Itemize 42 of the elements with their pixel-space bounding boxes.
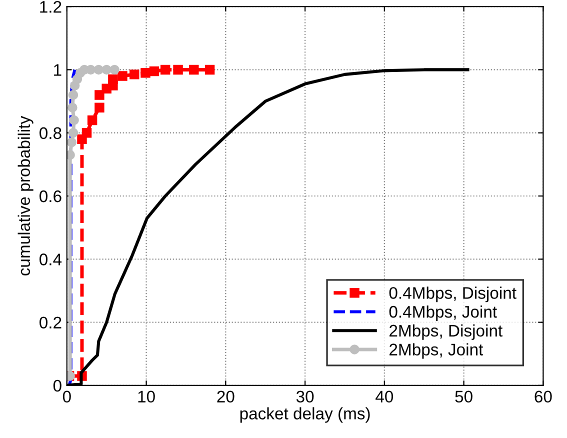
x-tick-label: 0: [62, 390, 71, 403]
y-tick-label: 0: [53, 380, 62, 392]
point: [82, 128, 92, 138]
point: [69, 115, 79, 126]
point: [68, 128, 78, 138]
point: [94, 64, 104, 75]
y-axis-title: cumulative probability: [18, 116, 34, 276]
point: [68, 102, 78, 112]
legend-label: 0.4Mbps, Disjoint: [389, 286, 516, 302]
y-tick-label: 0.8: [40, 127, 62, 140]
y-tick-label: 0.2: [40, 316, 62, 328]
point: [68, 90, 78, 100]
y-tick-label: 0.4: [40, 254, 62, 266]
point: [87, 115, 98, 126]
point: [66, 137, 77, 148]
x-axis-title: packet delay (ms): [240, 407, 370, 423]
point: [94, 90, 104, 100]
legend-label: 2Mbps, Disjoint: [390, 324, 503, 340]
x-tick-label: 50: [455, 390, 472, 403]
point: [108, 74, 118, 84]
x-tick-label: 20: [217, 390, 234, 403]
legend-label: 2Mbps, Joint: [390, 343, 484, 359]
x-tick-label: 60: [534, 390, 552, 403]
point: [110, 64, 120, 75]
x-tick-label: 40: [376, 390, 394, 403]
x-tick-label: 10: [138, 390, 155, 403]
y-tick-label: 1.2: [40, 0, 62, 13]
point: [189, 64, 199, 75]
point: [118, 71, 128, 81]
point: [94, 102, 104, 112]
point: [160, 64, 170, 75]
x-tick-label: 30: [296, 390, 314, 403]
point: [140, 68, 150, 78]
point: [173, 64, 183, 75]
point: [204, 64, 215, 75]
point: [66, 150, 75, 160]
y-tick-label: 1: [54, 64, 62, 76]
point: [102, 64, 112, 75]
legend-label: 0.4Mbps, Joint: [389, 305, 497, 322]
point: [130, 70, 140, 80]
point: [149, 66, 160, 76]
y-tick-label: 0.6: [40, 190, 62, 202]
